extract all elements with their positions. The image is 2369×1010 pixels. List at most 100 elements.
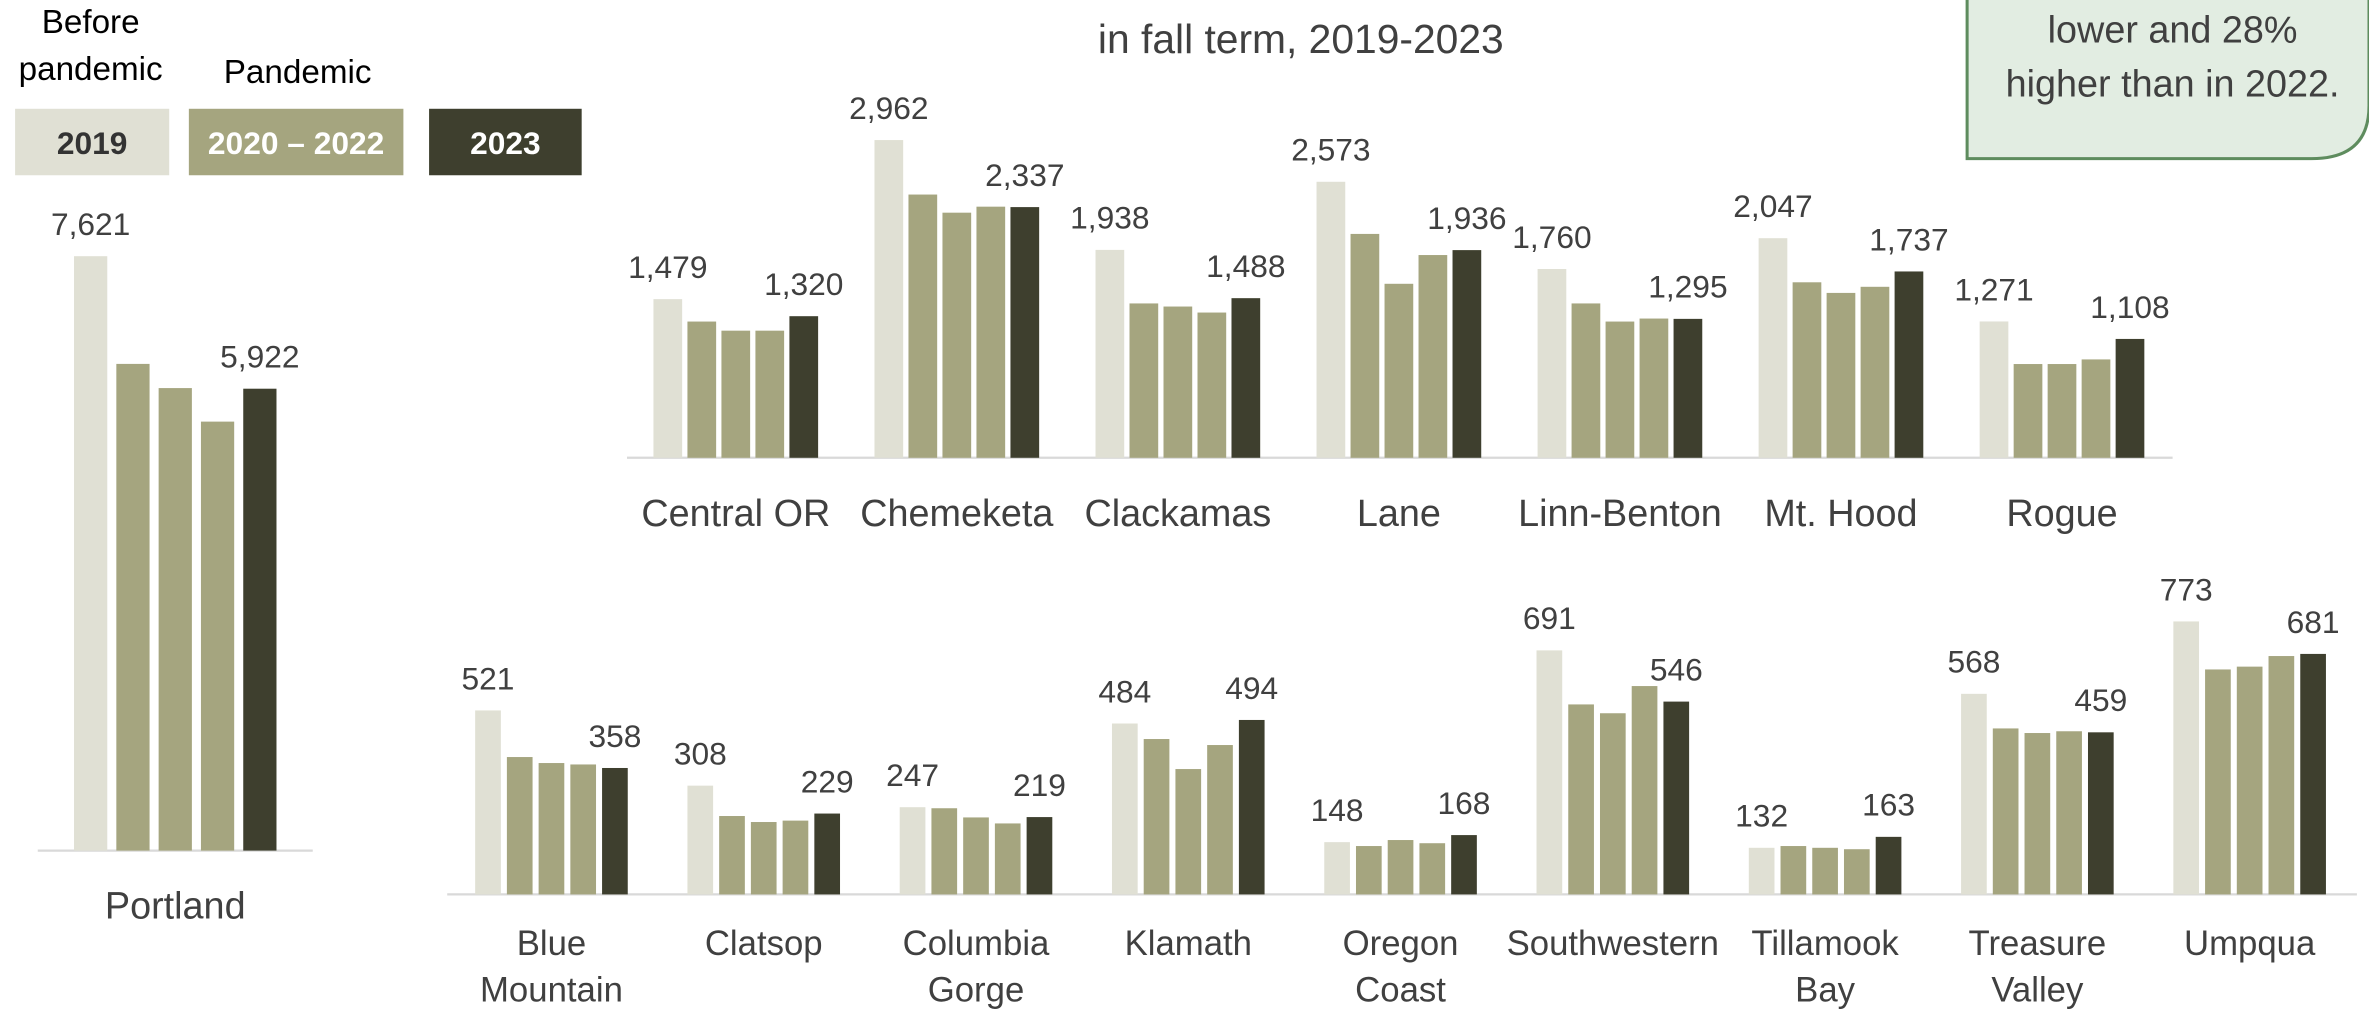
bar [1631, 686, 1658, 895]
bar [1095, 249, 1125, 458]
bar [1599, 713, 1626, 895]
bar [1387, 840, 1414, 895]
bar [1568, 704, 1594, 895]
data-label: 2,337 [985, 157, 1064, 193]
data-label: 1,936 [1427, 200, 1506, 236]
x-tick-label: Treasure Valley [1969, 925, 2107, 1010]
bar [1143, 739, 1170, 895]
data-label: 163 [1862, 787, 1915, 823]
bar [2268, 656, 2295, 895]
bar [1537, 268, 1567, 458]
bar [2300, 653, 2326, 895]
bar [874, 140, 904, 458]
data-label: 681 [2287, 604, 2340, 640]
bar [2081, 359, 2111, 458]
legend-label: 2020 – 2022 [208, 125, 384, 161]
bar [1451, 835, 1477, 895]
bar [994, 823, 1021, 895]
x-tick-label: Mt. Hood [1764, 493, 1917, 535]
bar [506, 757, 533, 895]
bar [1780, 846, 1807, 895]
bar [721, 330, 751, 458]
data-label: 494 [1225, 670, 1278, 706]
data-label: 2,047 [1733, 188, 1812, 224]
data-label: 1,479 [628, 249, 707, 285]
bar [963, 817, 989, 895]
bar [942, 212, 972, 458]
bar [2173, 621, 2200, 895]
bar [243, 388, 277, 851]
legend-swatch [188, 108, 404, 176]
bar [1355, 846, 1382, 895]
bar [2236, 666, 2263, 895]
data-label: 2,573 [1291, 132, 1370, 168]
bar [789, 316, 819, 458]
bar [1163, 306, 1193, 458]
data-label: 1,320 [764, 266, 843, 302]
data-label: 484 [1098, 673, 1151, 709]
bar [2087, 732, 2114, 895]
bar [931, 808, 958, 895]
data-label: 1,108 [2090, 289, 2169, 325]
bar [1748, 847, 1775, 895]
bar [1673, 318, 1703, 458]
bar [158, 388, 192, 851]
bar [1452, 250, 1482, 458]
data-label: 691 [1523, 600, 1576, 636]
x-tick-label: Columbia Gorge [903, 925, 1050, 1010]
data-label: 773 [2160, 571, 2213, 607]
x-tick-label: Oregon Coast [1343, 925, 1459, 1010]
data-label: 1,760 [1512, 219, 1591, 255]
bar [538, 763, 565, 895]
bar [1894, 271, 1924, 458]
x-tick-label: Clatsop [705, 925, 823, 963]
x-tick-label: Southwestern [1507, 925, 1719, 963]
bar [1826, 292, 1856, 458]
data-label: 7,621 [51, 206, 130, 242]
bar [899, 807, 926, 895]
bar [653, 299, 683, 458]
data-label: 521 [462, 660, 515, 696]
x-tick-label: Central OR [641, 493, 830, 535]
bar [475, 710, 501, 895]
bar [200, 421, 235, 851]
x-tick-label: Clackamas [1084, 493, 1271, 535]
bar [1010, 207, 1040, 458]
data-label: 168 [1438, 785, 1491, 821]
data-label: 219 [1013, 767, 1066, 803]
data-label: 1,488 [1206, 248, 1285, 284]
annotation: higher than in 2022. [2006, 64, 2340, 106]
annotation: lower and 28% [2048, 9, 2298, 51]
bar [2115, 338, 2145, 458]
data-label: 1,737 [1869, 221, 1948, 257]
bar [1843, 849, 1870, 895]
bar [1758, 238, 1788, 458]
data-label: 459 [2074, 682, 2127, 718]
data-label: 308 [674, 735, 727, 771]
bar [1129, 303, 1159, 458]
bar [570, 764, 597, 895]
bar [1961, 693, 1987, 895]
bar [602, 767, 628, 895]
legend-swatch [429, 108, 582, 176]
bar [1812, 847, 1838, 895]
data-label: 546 [1650, 651, 1703, 687]
data-label: 568 [1947, 644, 2000, 680]
bar [1350, 233, 1380, 458]
bar [1992, 728, 2019, 895]
bar [2013, 364, 2043, 458]
x-tick-label: Umpqua [2184, 925, 2316, 963]
data-label: 148 [1311, 792, 1364, 828]
bar [116, 363, 150, 851]
data-label: 1,295 [1648, 269, 1727, 305]
x-tick-label: Chemeketa [860, 493, 1053, 535]
bar [1324, 842, 1350, 895]
x-tick-label: Blue Mountain [480, 925, 623, 1010]
bar [2024, 733, 2051, 895]
x-tick-label: Portland [105, 886, 246, 928]
data-label: 2,962 [849, 90, 928, 126]
bar [1792, 282, 1822, 458]
bar [2205, 669, 2231, 895]
bar [1111, 723, 1138, 895]
